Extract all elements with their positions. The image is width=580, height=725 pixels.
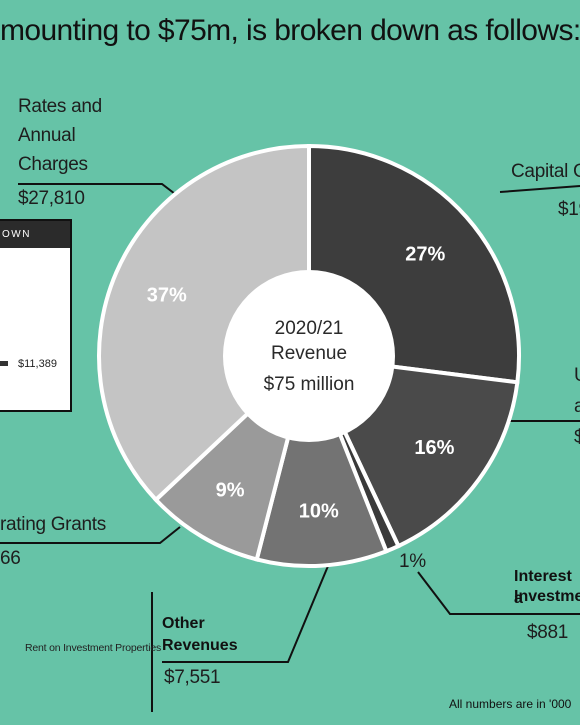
other-value: $7,551	[164, 667, 221, 688]
leader-capital	[499, 185, 580, 193]
operating-label: rating Grants	[0, 514, 106, 535]
pie-slice-other-revenues	[254, 349, 389, 568]
center-year: 2020/21	[275, 318, 344, 339]
other-label-line2: Revenues	[162, 637, 238, 654]
breakdown-inset-panel: OWN	[0, 219, 72, 412]
center-total: $75 million	[264, 374, 355, 395]
user-label-line2: a	[574, 396, 580, 417]
user-label-line1: U	[574, 361, 580, 390]
capital-value: $19	[558, 199, 580, 220]
leader-interest	[417, 571, 580, 615]
center-label: Revenue	[271, 343, 347, 364]
rent-note: Rent on Investment Properties	[25, 642, 162, 654]
rates-label-line2: Annual	[18, 125, 76, 146]
pct-label-rates-and-annual-charges: 37%	[147, 284, 187, 306]
pct-label-other-revenues: 10%	[299, 501, 339, 523]
capital-label: Capital Gra	[511, 161, 580, 182]
percent-labels: 27% 16% 10% 9% 37%	[147, 243, 455, 522]
pct-label-capital-grants: 27%	[405, 243, 445, 265]
units-footnote: All numbers are in '000	[449, 697, 572, 711]
page-title: mounting to $75m, is broken down as foll…	[0, 14, 580, 47]
interest-value: $881	[527, 622, 569, 643]
leader-other	[162, 565, 329, 663]
pie-center	[223, 270, 395, 442]
interest-label-line1: Interest a	[514, 568, 572, 607]
pie-slice-rates-and-annual-charges	[97, 143, 311, 503]
inset-header: OWN	[0, 221, 70, 248]
pct-label-user-charges-and-fees: 16%	[414, 437, 454, 459]
rates-value: $27,810	[18, 188, 85, 209]
interest-percent: 1%	[399, 551, 426, 572]
user-value: $	[574, 427, 580, 448]
leader-operating	[0, 526, 181, 544]
rates-label-line3: Charges	[18, 154, 88, 175]
pct-label-operating-grants: 9%	[216, 479, 245, 501]
interest-label-line2: Investme	[514, 588, 580, 605]
other-label-line1: Other	[162, 615, 205, 632]
inset-bar	[0, 361, 8, 366]
rates-label-line1: Rates and	[18, 96, 102, 117]
inset-value: $11,389	[18, 358, 57, 370]
operating-value: 66	[0, 548, 21, 569]
